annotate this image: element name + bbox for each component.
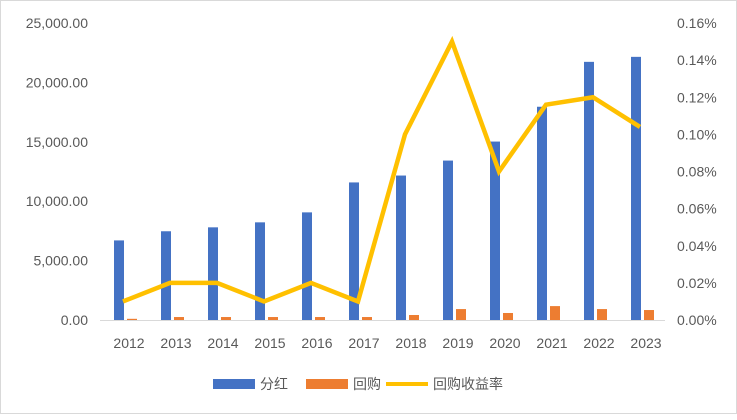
bar-buyback bbox=[362, 317, 372, 320]
x-axis-tick: 2013 bbox=[160, 335, 191, 351]
x-axis-tick: 2021 bbox=[536, 335, 567, 351]
x-axis-tick: 2018 bbox=[395, 335, 426, 351]
right-axis-tick: 0.00% bbox=[677, 312, 717, 328]
x-axis-tick: 2016 bbox=[301, 335, 332, 351]
x-axis-tick: 2014 bbox=[207, 335, 238, 351]
bar-buyback bbox=[503, 313, 513, 320]
bar-dividend bbox=[161, 231, 171, 320]
x-axis-tick: 2022 bbox=[583, 335, 614, 351]
right-axis-tick: 0.10% bbox=[677, 126, 717, 142]
x-axis-tick: 2015 bbox=[254, 335, 285, 351]
x-axis-tick: 2019 bbox=[442, 335, 473, 351]
right-axis-tick: 0.06% bbox=[677, 201, 717, 217]
bar-buyback bbox=[315, 317, 325, 320]
left-axis-tick: 25,000.00 bbox=[26, 15, 88, 31]
legend-swatch-buyback bbox=[306, 379, 348, 389]
bar-buyback bbox=[174, 317, 184, 320]
left-axis-tick: 0.00 bbox=[61, 312, 88, 328]
bar-dividend bbox=[396, 176, 406, 320]
bar-buyback bbox=[644, 310, 654, 320]
bar-buyback bbox=[127, 319, 137, 320]
legend-swatch-dividend bbox=[213, 379, 255, 389]
right-axis-tick: 0.02% bbox=[677, 275, 717, 291]
legend-label-yield: 回购收益率 bbox=[433, 376, 503, 392]
bar-dividend bbox=[114, 240, 124, 320]
x-axis-tick: 2012 bbox=[113, 335, 144, 351]
bar-dividend bbox=[208, 227, 218, 320]
legend-label-dividend: 分红 bbox=[260, 376, 288, 392]
line-buyback-yield bbox=[123, 42, 640, 302]
x-axis-tick: 2023 bbox=[630, 335, 661, 351]
right-axis-tick: 0.12% bbox=[677, 89, 717, 105]
bar-dividend bbox=[631, 57, 641, 320]
legend-label-buyback: 回购 bbox=[353, 376, 381, 392]
bar-dividend bbox=[537, 107, 547, 320]
left-axis-tick: 5,000.00 bbox=[34, 253, 89, 269]
bar-buyback bbox=[409, 315, 419, 320]
bar-buyback bbox=[268, 317, 278, 320]
x-axis-tick: 2020 bbox=[489, 335, 520, 351]
left-axis-tick: 20,000.00 bbox=[26, 74, 88, 90]
bar-dividend bbox=[255, 222, 265, 320]
right-axis-tick: 0.08% bbox=[677, 164, 717, 180]
right-axis-tick: 0.14% bbox=[677, 52, 717, 68]
left-axis-tick: 10,000.00 bbox=[26, 193, 88, 209]
left-axis-tick: 15,000.00 bbox=[26, 134, 88, 150]
right-axis-tick: 0.04% bbox=[677, 238, 717, 254]
x-axis-tick: 2017 bbox=[348, 335, 379, 351]
bar-buyback bbox=[221, 317, 231, 320]
bar-dividend bbox=[302, 212, 312, 320]
bar-dividend bbox=[443, 161, 453, 320]
bar-buyback bbox=[550, 306, 560, 320]
right-axis-tick: 0.16% bbox=[677, 15, 717, 31]
bar-buyback bbox=[456, 309, 466, 320]
bar-buyback bbox=[597, 309, 607, 320]
